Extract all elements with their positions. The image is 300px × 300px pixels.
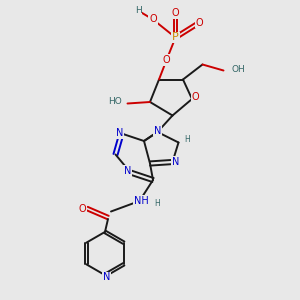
Text: HO: HO — [108, 98, 122, 106]
Text: P: P — [172, 32, 179, 43]
Text: N: N — [124, 166, 131, 176]
Text: NH: NH — [134, 196, 148, 206]
Text: N: N — [103, 272, 110, 283]
Text: N: N — [116, 128, 124, 139]
Text: H: H — [135, 6, 141, 15]
Text: N: N — [154, 125, 161, 136]
Text: O: O — [149, 14, 157, 25]
Text: O: O — [192, 92, 200, 103]
Text: O: O — [172, 8, 179, 19]
Text: O: O — [196, 17, 203, 28]
Text: O: O — [79, 203, 86, 214]
Text: H: H — [184, 135, 190, 144]
Text: N: N — [172, 157, 179, 167]
Text: H: H — [154, 200, 160, 208]
Text: O: O — [163, 55, 170, 65]
Text: OH: OH — [231, 64, 245, 74]
